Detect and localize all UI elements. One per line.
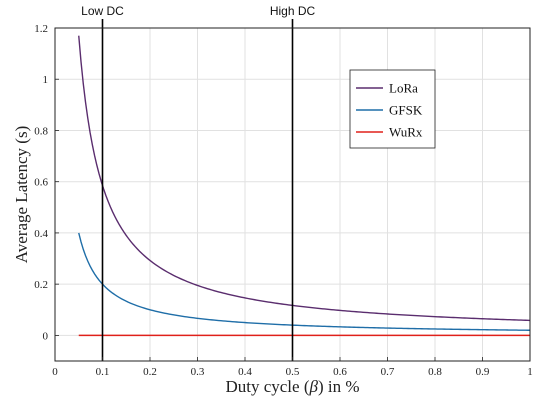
x-axis-label-symbol: β xyxy=(309,377,319,396)
y-tick-label-0: 0 xyxy=(43,330,49,342)
x-tick-label-3: 0.3 xyxy=(191,366,205,378)
y-tick-label-6: 1.2 xyxy=(34,23,48,35)
marker-label-0: Low DC xyxy=(81,4,124,18)
legend-box xyxy=(349,69,436,149)
x-axis-label-part-2: ) in % xyxy=(318,377,360,396)
y-tick-label-2: 0.4 xyxy=(34,228,48,240)
x-tick-label-4: 0.4 xyxy=(238,366,252,378)
x-tick-label-7: 0.7 xyxy=(381,366,395,378)
x-tick-label-1: 0.1 xyxy=(96,366,110,378)
y-tick-label-3: 0.6 xyxy=(34,177,48,189)
legend: LoRa GFSK WuRx xyxy=(349,69,436,149)
x-tick-label-2: 0.2 xyxy=(143,366,157,378)
vertical-markers: Low DC High DC xyxy=(81,4,316,361)
legend-label-lora: LoRa xyxy=(389,81,418,96)
y-tick-label-1: 0.2 xyxy=(34,279,48,291)
x-tick-label-5: 0.5 xyxy=(286,366,300,378)
x-tick-label-6: 0.6 xyxy=(333,366,347,378)
x-tick-label-10: 1 xyxy=(527,366,533,378)
series-line-lora xyxy=(78,35,531,322)
y-tick-label-5: 1 xyxy=(43,74,49,86)
x-axis-label: Duty cycle (β) in % xyxy=(225,377,359,396)
legend-label-wurx: WuRx xyxy=(389,125,423,140)
tick-labels: 0 0.1 0.2 0.3 0.4 0.5 0.6 0.7 0.8 0.9 1 0 0.2 0.4 0.6 0… xyxy=(34,23,533,378)
series-line-gfsk xyxy=(78,232,531,331)
legend-label-gfsk: GFSK xyxy=(389,103,423,118)
x-tick-label-8: 0.8 xyxy=(428,366,442,378)
x-tick-label-0: 0 xyxy=(52,366,58,378)
marker-label-1: High DC xyxy=(270,4,316,18)
x-axis-label-part-1: Duty cycle ( xyxy=(225,377,309,396)
y-tick-label-4: 0.8 xyxy=(34,125,48,137)
series-lines xyxy=(78,35,531,337)
x-tick-label-9: 0.9 xyxy=(476,366,490,378)
y-axis-label: Average Latency (s) xyxy=(12,126,31,264)
